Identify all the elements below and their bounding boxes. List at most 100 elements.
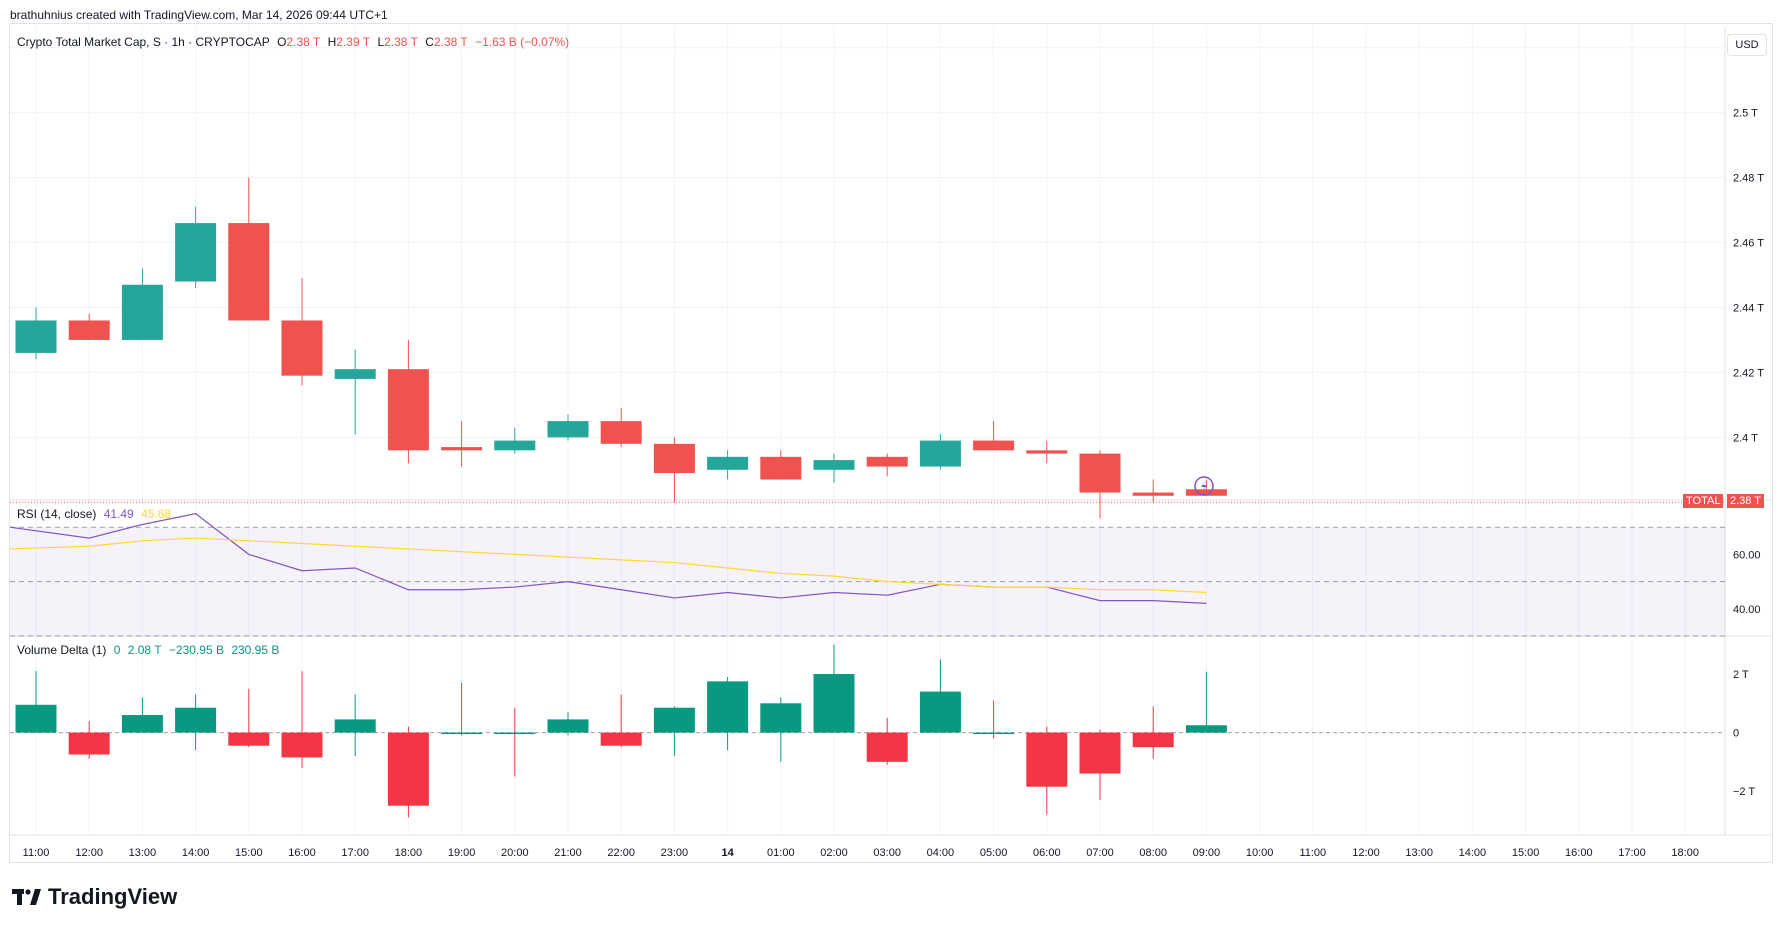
low-label: L	[377, 35, 385, 49]
change-value: −1.63 B (−0.07%)	[475, 35, 570, 49]
vd-bar	[919, 691, 961, 733]
time-tick-label: 13:00	[1405, 847, 1433, 859]
symbol-label[interactable]: Crypto Total Market Cap, S · 1h · CRYPTO…	[17, 35, 270, 49]
candle	[1132, 492, 1174, 496]
vd-bar	[1079, 732, 1121, 774]
time-tick-label: 23:00	[661, 847, 689, 859]
vd-bar	[121, 715, 163, 733]
price-tick-label: 2.44 T	[1733, 302, 1764, 314]
price-tick-label: 2.42 T	[1733, 367, 1764, 379]
price-pane	[10, 177, 1725, 519]
vd-bar	[387, 732, 429, 806]
vd-value-3: 230.95 B	[231, 643, 280, 657]
rsi-tick-label: 60.00	[1733, 549, 1761, 561]
rsi-value: 41.49	[103, 507, 134, 521]
candle	[494, 440, 536, 451]
time-tick-label: 14:00	[1459, 847, 1487, 859]
candle	[600, 421, 642, 444]
candle	[813, 460, 855, 470]
candle	[441, 447, 483, 451]
time-tick-label: 05:00	[980, 847, 1008, 859]
candle	[653, 443, 695, 474]
vd-bar	[494, 732, 536, 735]
time-tick-label: 14:00	[182, 847, 210, 859]
vd-value-0: 0	[113, 643, 121, 657]
close-label: C	[425, 35, 434, 49]
time-tick-label: 01:00	[767, 847, 795, 859]
time-tick-label: 15:00	[1512, 847, 1540, 859]
time-tick-label: 15:00	[235, 847, 263, 859]
tradingview-logo-icon	[12, 889, 41, 905]
time-tick-label: 18:00	[395, 847, 423, 859]
candle	[1185, 489, 1227, 496]
time-tick-label: 14	[721, 847, 734, 859]
time-tick-label: 10:00	[1246, 847, 1274, 859]
time-tick-label: 19:00	[448, 847, 476, 859]
vd-bar	[653, 707, 695, 733]
time-tick-label: 08:00	[1139, 847, 1167, 859]
vd-bar	[281, 732, 323, 758]
rsi-ma-value: 45.68	[141, 507, 172, 521]
vd-bar	[547, 719, 589, 733]
time-tick-label: 11:00	[1299, 847, 1326, 859]
time-tick-label: 07:00	[1086, 847, 1114, 859]
high-label: H	[327, 35, 337, 49]
candle	[175, 223, 217, 282]
candle	[973, 440, 1015, 451]
vd-tick-label: −2 T	[1733, 786, 1755, 798]
vd-bar	[1185, 725, 1227, 733]
time-tick-label: 12:00	[75, 847, 103, 859]
price-tag-name: TOTAL	[1683, 494, 1724, 509]
rsi-tick-label: 40.00	[1733, 604, 1761, 616]
vd-bar	[707, 681, 749, 733]
currency-button[interactable]: USD	[1727, 34, 1767, 56]
rsi-legend: RSI (14, close) 41.49 45.68	[17, 507, 175, 521]
time-tick-label: 03:00	[873, 847, 901, 859]
vd-bar	[813, 674, 855, 733]
vd-bar	[228, 732, 270, 746]
candle	[281, 320, 323, 376]
time-tick-label: 12:00	[1352, 847, 1380, 859]
candle	[334, 369, 376, 379]
grid	[10, 26, 1773, 836]
candle	[121, 284, 163, 340]
vd-bar	[600, 732, 642, 746]
vd-bar	[441, 732, 483, 735]
time-tick-label: 09:00	[1193, 847, 1221, 859]
tradingview-logo[interactable]: TradingView	[12, 884, 177, 910]
candle	[919, 440, 961, 467]
time-tick-label: 17:00	[341, 847, 369, 859]
time-tick-label: 02:00	[820, 847, 848, 859]
low-value: 2.38 T	[384, 35, 418, 49]
candle	[1026, 450, 1068, 454]
created-by-text: brathuhnius created with TradingView.com…	[10, 8, 388, 22]
candle	[547, 421, 589, 438]
price-tag-value: 2.38 T	[1727, 494, 1764, 509]
volume-delta-pane	[10, 644, 1725, 818]
rsi-legend-label[interactable]: RSI (14, close)	[17, 507, 97, 521]
vd-bar	[334, 719, 376, 733]
vd-bar	[973, 732, 1015, 735]
time-tick-label: 13:00	[129, 847, 157, 859]
volume-delta-legend: Volume Delta (1) 0 2.08 T −230.95 B 230.…	[17, 643, 283, 657]
vd-legend-label[interactable]: Volume Delta (1)	[17, 643, 107, 657]
price-tick-label: 2.46 T	[1733, 238, 1764, 250]
brand-name: TradingView	[48, 884, 178, 909]
candle	[228, 223, 270, 321]
vd-value-2: −230.95 B	[168, 643, 224, 657]
candle	[15, 320, 57, 353]
vd-tick-label: 0	[1733, 728, 1739, 740]
candle	[387, 369, 429, 451]
time-tick-label: 20:00	[501, 847, 529, 859]
time-tick-label: 22:00	[607, 847, 635, 859]
high-value: 2.39 T	[336, 35, 371, 49]
candle	[866, 456, 908, 467]
open-value: 2.38 T	[286, 35, 321, 49]
time-tick-label: 06:00	[1033, 847, 1061, 859]
chart-frame	[9, 23, 1773, 863]
time-tick-label: 17:00	[1618, 847, 1646, 859]
price-tick-label: 2.5 T	[1733, 108, 1758, 120]
vd-bar	[68, 732, 110, 755]
candle	[707, 456, 749, 470]
